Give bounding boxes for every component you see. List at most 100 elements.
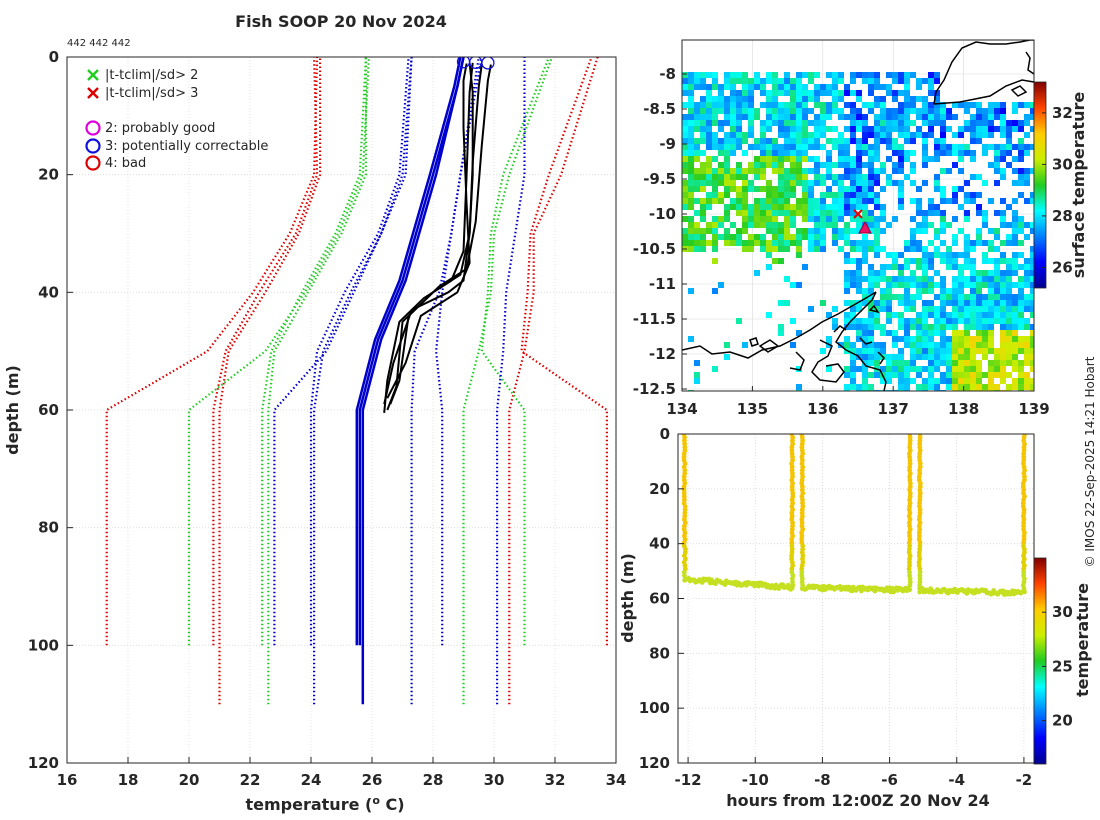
- sst-cell: [922, 228, 928, 234]
- sst-cell: [970, 126, 976, 132]
- sst-cell: [928, 306, 934, 312]
- sst-cell: [874, 306, 880, 312]
- sst-cell: [904, 330, 910, 336]
- sst-cell: [826, 168, 832, 174]
- sst-cell: [904, 306, 910, 312]
- profile-y-tick-label: 20: [38, 166, 59, 184]
- sst-cell: [958, 288, 964, 294]
- sst-cell: [1030, 384, 1034, 390]
- sst-cell: [1012, 222, 1018, 228]
- sst-cell: [766, 240, 772, 246]
- sst-cell: [706, 126, 712, 132]
- sst-cell: [778, 174, 784, 180]
- sst-cell: [832, 84, 838, 90]
- sst-cell: [916, 354, 922, 360]
- sst-cell: [1012, 216, 1018, 222]
- sst-cell: [736, 240, 742, 246]
- sst-cell: [868, 222, 874, 228]
- sst-cell: [778, 162, 784, 168]
- sst-cell: [970, 246, 976, 252]
- sst-cell: [874, 120, 880, 126]
- sst-cell: [922, 330, 928, 336]
- sst-cell: [946, 378, 952, 384]
- sst-cell: [730, 144, 736, 150]
- sst-cell: [928, 90, 934, 96]
- sst-cell: [868, 102, 874, 108]
- sst-cell: [1000, 150, 1006, 156]
- sst-cell: [886, 330, 892, 336]
- sst-cell: [802, 174, 808, 180]
- sst-cell: [892, 342, 898, 348]
- sst-cell: [1018, 228, 1024, 234]
- sst-cell: [970, 300, 976, 306]
- sst-cell: [808, 186, 814, 192]
- sst-cell: [934, 294, 940, 300]
- sst-cell: [1018, 174, 1024, 180]
- sst-cell: [796, 210, 802, 216]
- sst-cell: [934, 348, 940, 354]
- legend-label: 3: potentially correctable: [105, 139, 268, 154]
- sst-cell: [736, 108, 742, 114]
- sst-cell: [742, 240, 748, 246]
- sst-cell: [1018, 300, 1024, 306]
- sst-cell: [886, 300, 892, 306]
- sst-cell: [946, 150, 952, 156]
- sst-cell: [982, 372, 988, 378]
- sst-cell: [994, 288, 1000, 294]
- sst-cell: [976, 126, 982, 132]
- sst-cell: [688, 228, 694, 234]
- sst-cell: [844, 168, 850, 174]
- sst-cell: [916, 240, 922, 246]
- sst-cell: [898, 378, 904, 384]
- sst-cell: [874, 204, 880, 210]
- sst-cell: [820, 222, 826, 228]
- sst-cell: [976, 384, 982, 390]
- sst-cell: [970, 270, 976, 276]
- sst-cell: [742, 174, 748, 180]
- sst-cell: [904, 240, 910, 246]
- sst-cell: [1000, 210, 1006, 216]
- sst-cell: [958, 252, 964, 258]
- sst-cell: [910, 300, 916, 306]
- sst-cell: [808, 90, 814, 96]
- sst-cell: [730, 186, 736, 192]
- sst-cell: [1018, 126, 1024, 132]
- sst-cell: [970, 276, 976, 282]
- sst-cell: [994, 312, 1000, 318]
- sst-cell: [868, 240, 874, 246]
- sst-cell: [766, 138, 772, 144]
- sst-cell: [1006, 306, 1012, 312]
- sst-cell: [922, 246, 928, 252]
- sst-cell: [886, 360, 892, 366]
- sst-cell: [862, 366, 868, 372]
- sst-cell: [916, 324, 922, 330]
- sst-cell: [700, 102, 706, 108]
- sst-cell: [964, 264, 970, 270]
- sst-cell: [838, 150, 844, 156]
- sst-cell: [766, 150, 772, 156]
- sst-cell: [730, 114, 736, 120]
- sst-cell: [718, 150, 724, 156]
- sst-cell: [964, 318, 970, 324]
- sst-cell: [688, 180, 694, 186]
- sst-cell: [886, 288, 892, 294]
- sst-cell: [724, 84, 730, 90]
- sst-cell: [874, 372, 880, 378]
- sst-cell: [880, 330, 886, 336]
- sst-cell: [1030, 228, 1034, 234]
- sst-cell: [724, 186, 730, 192]
- profile-y-tick-label: 40: [38, 283, 59, 301]
- sst-cell: [766, 252, 772, 258]
- sst-cell: [904, 258, 910, 264]
- sst-cell: [880, 168, 886, 174]
- sst-cell: [748, 222, 754, 228]
- sst-cell: [988, 282, 994, 288]
- depth-time-point: [789, 540, 795, 545]
- sst-cell: [832, 234, 838, 240]
- sst-cell: [688, 120, 694, 126]
- sst-cell: [1030, 360, 1034, 366]
- sst-cell: [1012, 126, 1018, 132]
- sst-cell: [1000, 318, 1006, 324]
- sst-cell: [820, 174, 826, 180]
